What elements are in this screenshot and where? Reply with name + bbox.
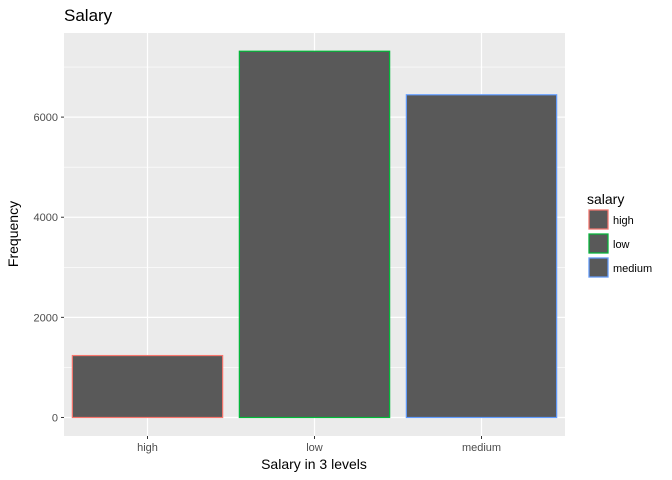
y-axis-ticks: 0 2000 4000 6000 [34, 112, 64, 424]
y-axis-title: Frequency [5, 201, 21, 267]
x-axis-ticks: high low medium [137, 436, 501, 454]
bar-medium [405, 94, 558, 419]
legend-title: salary [587, 191, 624, 207]
legend-label-medium: medium [613, 263, 652, 275]
legend-key-high [588, 209, 609, 230]
legend: salary high low medium [587, 191, 652, 278]
legend-key-low [588, 233, 609, 254]
bar-low [238, 50, 391, 419]
y-tick-label: 4000 [34, 212, 58, 224]
x-tick-label: high [137, 442, 158, 454]
legend-key-medium [588, 257, 609, 278]
y-tick-label: 6000 [34, 112, 58, 124]
bars [71, 50, 558, 419]
x-tick-label: medium [462, 442, 501, 454]
legend-label-low: low [613, 239, 630, 251]
x-tick-label: low [306, 442, 323, 454]
chart-title: Salary [64, 6, 113, 25]
x-axis-title: Salary in 3 levels [261, 456, 367, 472]
bar-high [71, 354, 224, 419]
legend-label-high: high [613, 215, 634, 227]
y-tick-label: 0 [52, 412, 58, 424]
y-tick-label: 2000 [34, 312, 58, 324]
